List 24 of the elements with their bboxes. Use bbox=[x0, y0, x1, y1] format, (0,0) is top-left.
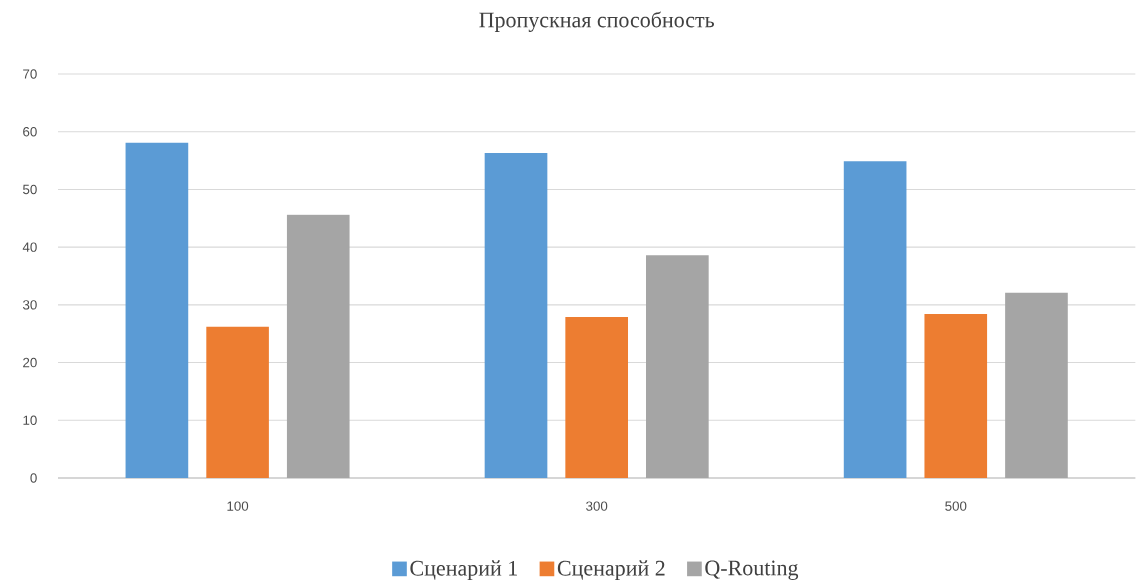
bar bbox=[924, 314, 988, 479]
y-tick-label: 10 bbox=[23, 415, 37, 426]
bar bbox=[1005, 292, 1068, 479]
bar bbox=[484, 153, 548, 479]
bar bbox=[206, 326, 269, 479]
y-tick-label: 30 bbox=[22, 300, 37, 310]
chart-title: Пропускная способность bbox=[479, 11, 715, 33]
y-tick-label: 0 bbox=[30, 473, 37, 483]
y-tick-label: 40 bbox=[22, 242, 37, 252]
x-tick-label: 300 bbox=[586, 501, 608, 511]
legend-label: Сценарий 1 bbox=[410, 560, 517, 581]
y-tick-label: 60 bbox=[23, 127, 37, 137]
x-tick-label: 100 bbox=[227, 501, 249, 511]
bar bbox=[843, 161, 907, 479]
legend-label: Сценарий 2 bbox=[557, 560, 665, 581]
bar bbox=[286, 214, 350, 479]
bar bbox=[125, 142, 189, 479]
y-tick-label: 20 bbox=[23, 357, 37, 368]
bar bbox=[646, 255, 709, 479]
x-tick-label: 500 bbox=[945, 501, 967, 511]
y-tick-label: 50 bbox=[23, 184, 37, 195]
legend-label: Q-Routing bbox=[705, 560, 799, 581]
y-tick-label: 70 bbox=[23, 69, 37, 79]
bar bbox=[565, 317, 629, 479]
